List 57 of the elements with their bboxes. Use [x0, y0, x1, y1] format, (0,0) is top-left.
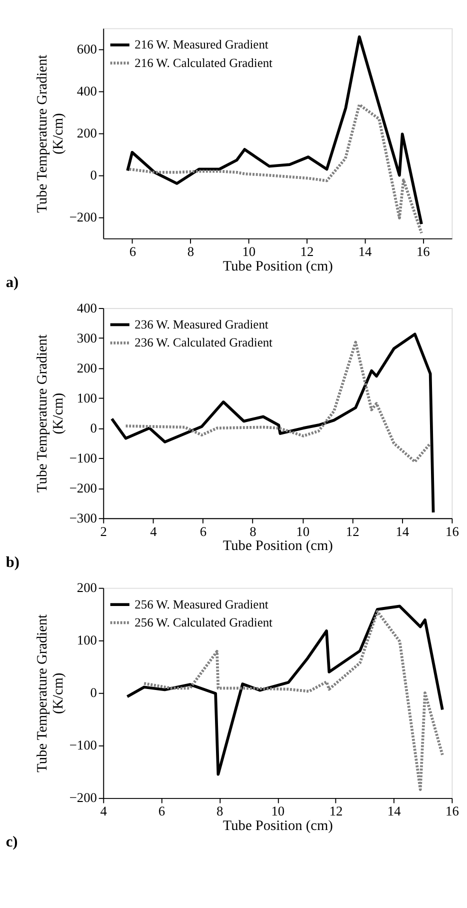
- x-tick-label: 16: [416, 244, 430, 259]
- y-tick-label: 400: [76, 300, 98, 316]
- x-tick-label: 4: [100, 804, 108, 819]
- x-tick-label: 10: [242, 244, 256, 259]
- x-tick-label: 2: [100, 524, 107, 539]
- x-tick-label: 8: [187, 244, 194, 259]
- x-tick-label: 6: [129, 244, 136, 259]
- x-tick-label: 10: [271, 804, 285, 819]
- x-tick-label: 12: [300, 244, 314, 259]
- x-tick-label: 16: [446, 804, 460, 819]
- y-tick-label: 300: [76, 330, 98, 346]
- x-tick-label: 8: [250, 524, 257, 539]
- x-tick-label: 16: [446, 524, 460, 539]
- legend-label: 256 W. Calculated Gradient: [134, 616, 274, 630]
- x-tick-label: 10: [296, 524, 310, 539]
- text: a): [6, 274, 19, 292]
- y-tick-label: 0: [90, 168, 98, 183]
- x-axis-title: Tube Position (cm): [222, 538, 334, 554]
- x-tick-label: 12: [329, 804, 343, 819]
- y-tick-label: 200: [76, 126, 98, 141]
- x-axis-title: Tube Position (cm): [222, 818, 334, 834]
- y-tick-label: 100: [76, 632, 98, 648]
- x-tick-label: 12: [346, 524, 360, 539]
- y-tick-label: −200: [69, 210, 98, 225]
- y-axis-title: Tube Temperature Gradient (K/cm): [34, 54, 67, 213]
- legend-label: 216 W. Measured Gradient: [134, 38, 269, 52]
- y-tick-label: −100: [69, 738, 98, 753]
- legend-label: 236 W. Calculated Gradient: [134, 336, 274, 350]
- x-tick-label: 14: [387, 804, 402, 819]
- x-tick-label: 6: [200, 524, 207, 539]
- y-tick-label: −100: [69, 450, 98, 466]
- line-series: [110, 332, 435, 514]
- line-series: [126, 35, 423, 226]
- y-tick-label: −200: [69, 790, 98, 806]
- x-tick-label: 14: [358, 244, 372, 259]
- x-axis-title: Tube Position (cm): [222, 258, 334, 274]
- text: b): [6, 554, 20, 571]
- y-tick-label: −200: [69, 480, 98, 496]
- y-axis-title: Tube Temperature Gradient (K/cm): [34, 334, 67, 493]
- y-axis-title: Tube Temperature Gradient (K/cm): [34, 614, 67, 772]
- y-tick-label: 0: [90, 420, 98, 436]
- y-tick-label: 400: [76, 84, 98, 99]
- x-tick-label: 8: [216, 804, 224, 819]
- y-tick-label: 100: [76, 390, 98, 406]
- legend-label: 236 W. Measured Gradient: [134, 318, 269, 332]
- legend-label: 216 W. Calculated Gradient: [134, 56, 274, 70]
- y-tick-label: 600: [76, 42, 98, 57]
- x-tick-label: 4: [150, 524, 158, 539]
- x-tick-label: 6: [158, 804, 166, 819]
- legend-label: 256 W. Measured Gradient: [134, 597, 269, 612]
- y-tick-label: 200: [76, 580, 98, 596]
- line-series: [128, 103, 423, 234]
- text: c): [6, 834, 18, 851]
- y-tick-label: 200: [76, 360, 98, 376]
- x-tick-label: 14: [396, 524, 410, 539]
- y-tick-label: −300: [69, 510, 98, 526]
- y-tick-label: 0: [90, 685, 98, 700]
